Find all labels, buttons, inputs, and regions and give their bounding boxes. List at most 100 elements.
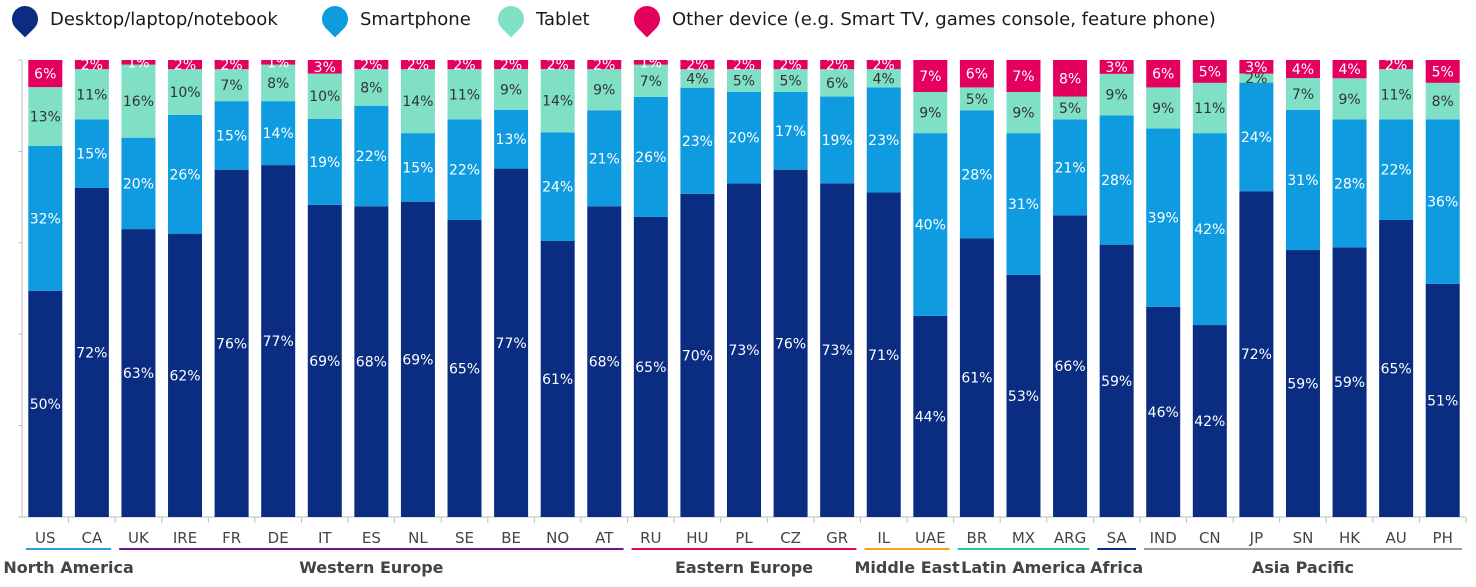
data-label: 4% [1292, 62, 1314, 78]
x-tick-label: RU [640, 529, 661, 547]
bar-segment-nl-desktop [400, 201, 435, 518]
bar-segment-hu-smartphone [680, 87, 715, 194]
bar-segment-br-tablet [959, 87, 994, 111]
bar-segment-pl-tablet [727, 69, 761, 92]
bar-segment-hu-tablet [680, 69, 715, 88]
data-label: 21% [1055, 160, 1086, 176]
legend-item-other-device: Other device (e.g. Smart TV, games conso… [628, 0, 1216, 38]
bar-segment-it-desktop [307, 204, 342, 517]
bar-segment-sn-desktop [1285, 250, 1320, 517]
data-label: 40% [915, 218, 946, 234]
bar-segment-br-other [959, 60, 994, 88]
x-tick-label: HK [1339, 529, 1361, 547]
data-label: 23% [682, 134, 713, 150]
x-tick-label: JP [1249, 529, 1263, 547]
data-label: 19% [309, 155, 340, 171]
bar-segment-uk-desktop [121, 229, 156, 517]
x-tick-label: ES [362, 529, 381, 547]
bar-segment-sa-other [1099, 60, 1134, 74]
bar-segment-ire-other [168, 60, 203, 70]
data-label: 2% [174, 58, 196, 74]
data-label: 13% [30, 110, 61, 126]
region-label: Eastern Europe [675, 558, 813, 577]
data-label: 2% [873, 58, 895, 74]
data-label: 4% [686, 71, 708, 87]
data-label: 2% [686, 58, 708, 74]
data-label: 5% [733, 74, 755, 90]
data-label: 11% [1194, 101, 1225, 117]
data-label: 2% [407, 58, 429, 74]
bar-segment-ind-smartphone [1146, 128, 1181, 307]
x-tick-label: NL [408, 529, 428, 547]
bar-segment-at-tablet [587, 69, 622, 111]
x-tick-label: GR [826, 529, 848, 547]
x-tick-label: CA [81, 529, 102, 547]
x-tick-label: UAE [915, 529, 946, 547]
bar-segment-nl-smartphone [400, 133, 435, 202]
data-label: 8% [1059, 71, 1081, 87]
bar-segment-sn-smartphone [1285, 109, 1320, 251]
data-label: 24% [542, 180, 573, 196]
bar-segment-jp-smartphone [1239, 82, 1274, 192]
x-tick-label: PL [735, 529, 753, 547]
bar-segment-no-tablet [540, 69, 575, 133]
data-label: 22% [449, 163, 480, 179]
bar-segment-uk-tablet [121, 64, 156, 138]
bar-segment-no-other [540, 60, 575, 70]
data-label: 2% [826, 58, 848, 74]
data-label: 7% [221, 78, 243, 94]
bar-segment-au-desktop [1379, 219, 1414, 517]
bar-segment-cn-tablet [1192, 82, 1227, 134]
data-label: 5% [966, 92, 988, 108]
bar-segment-uae-desktop [913, 315, 948, 517]
data-label: 22% [1381, 163, 1412, 179]
data-label: 15% [216, 128, 247, 144]
bar-segment-be-desktop [494, 168, 529, 517]
x-tick-label: PH [1433, 529, 1453, 547]
data-label: 39% [1148, 211, 1179, 227]
bar-segment-ph-other [1425, 60, 1460, 83]
data-label: 36% [1427, 195, 1458, 211]
bar-segment-us-tablet [28, 87, 63, 146]
bar-segment-de-tablet [261, 64, 296, 102]
bar-segment-gr-smartphone [820, 96, 855, 184]
bar-segment-at-desktop [587, 206, 622, 518]
legend-label-desktop: Desktop/laptop/notebook [50, 8, 278, 30]
data-label: 6% [826, 76, 848, 92]
bar-segment-sa-smartphone [1099, 115, 1134, 245]
region-label: North America [3, 558, 133, 577]
bar-segment-gr-tablet [820, 69, 855, 97]
bar-segment-de-desktop [261, 165, 296, 518]
bar-segment-se-desktop [447, 219, 482, 517]
bar-segment-it-tablet [307, 73, 342, 119]
data-label: 7% [640, 74, 662, 90]
data-label: 31% [1287, 173, 1318, 189]
data-label: 9% [919, 106, 941, 122]
bar-segment-cn-smartphone [1192, 133, 1227, 326]
data-label: 1% [640, 55, 662, 71]
data-label: 77% [263, 334, 294, 350]
data-label: 9% [1106, 88, 1128, 104]
bar-segment-br-smartphone [959, 110, 994, 239]
bar-segment-arg-desktop [1053, 215, 1088, 517]
bar-segment-hk-desktop [1332, 247, 1367, 517]
data-label: 62% [169, 368, 200, 384]
data-label: 76% [775, 336, 806, 352]
data-label: 72% [76, 345, 107, 361]
bar-segment-mx-smartphone [1006, 133, 1041, 275]
bar-segment-uae-tablet [913, 91, 948, 134]
data-label: 14% [542, 94, 573, 110]
data-label: 8% [267, 76, 289, 92]
bar-segment-fr-other [214, 60, 249, 70]
data-label: 9% [1152, 101, 1174, 117]
bar-segment-hk-other [1332, 60, 1367, 79]
legend-label-smartphone: Smartphone [360, 8, 471, 30]
x-tick-label: AU [1386, 529, 1407, 547]
bar-segment-ph-smartphone [1425, 119, 1460, 284]
data-label: 14% [402, 94, 433, 110]
data-label: 7% [1292, 87, 1314, 103]
legend-label-tablet: Tablet [536, 8, 590, 30]
data-label: 28% [1101, 173, 1132, 189]
data-label: 14% [263, 126, 294, 142]
